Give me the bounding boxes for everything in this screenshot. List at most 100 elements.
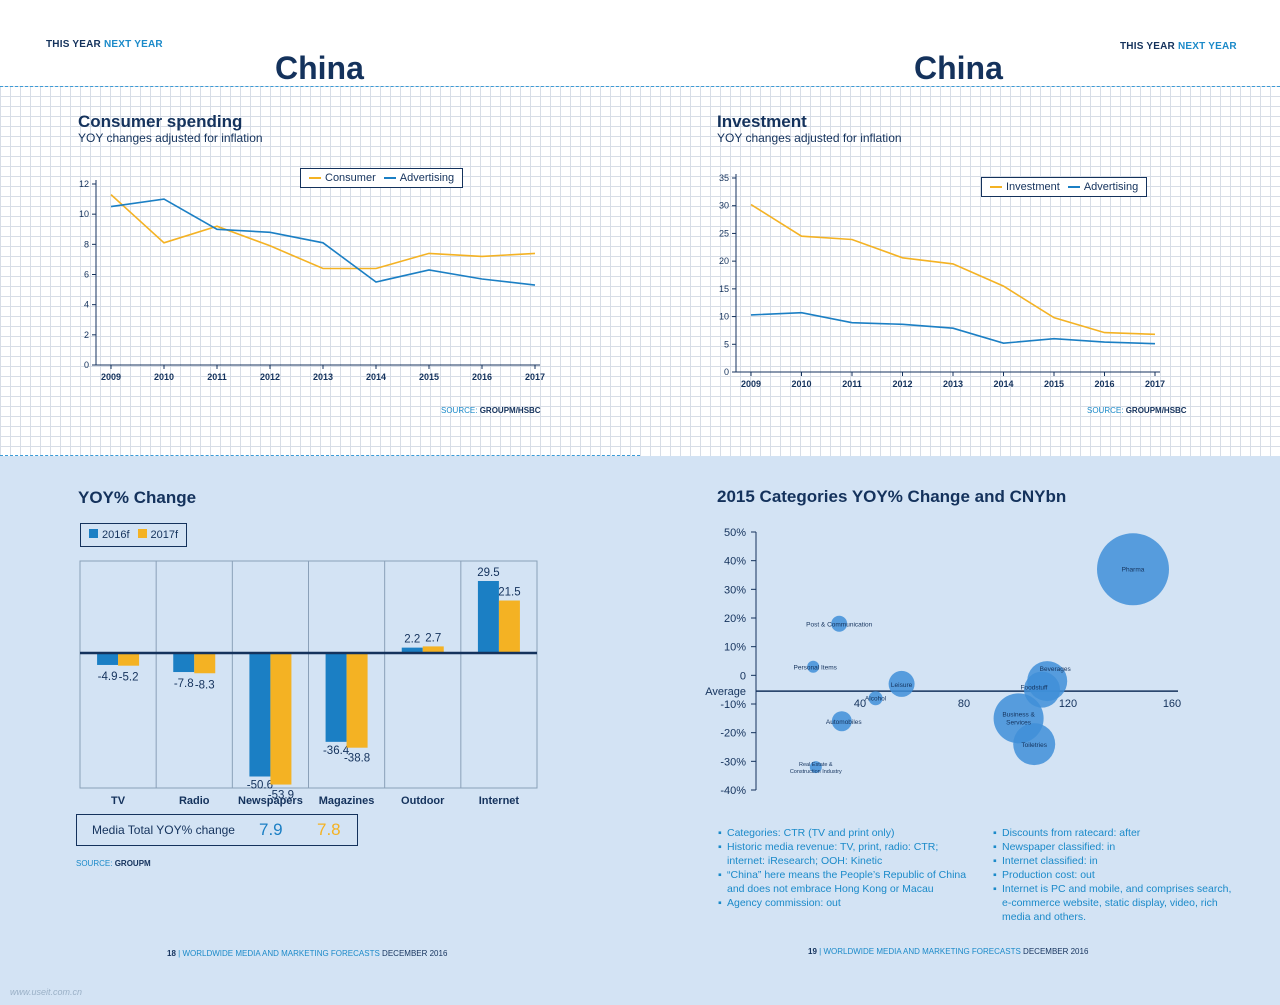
legend-item-advertising: Advertising: [1067, 181, 1139, 193]
data-label: -8.3: [195, 679, 215, 691]
category-label: Magazines: [319, 795, 375, 807]
data-label: -4.9: [98, 671, 118, 683]
y-tick-label: 0: [84, 360, 89, 370]
bubble-label: Automobiles: [826, 719, 863, 726]
y-tick-label: -20%: [720, 728, 746, 740]
x-tick-label: 2012: [892, 379, 912, 389]
x-tick-label: 2016: [1094, 379, 1114, 389]
bubble-label: Toiletries: [1021, 742, 1047, 749]
x-tick-label: 2010: [791, 379, 811, 389]
bubble: [809, 761, 822, 774]
source-value: GROUPM/HSBC: [1125, 406, 1187, 415]
legend-label: Advertising: [1083, 181, 1139, 193]
category-label: Newspapers: [238, 795, 303, 807]
consumer-chart-subtitle: YOY changes adjusted for inflation: [78, 131, 263, 145]
legend-label: 2016f: [102, 529, 130, 541]
bubble-label: Leisure: [891, 682, 913, 689]
page-number: 19: [808, 947, 817, 956]
data-label: 21.5: [498, 587, 520, 599]
investment-line-chart: 0 5 10 15 20 25 30 35 2009 2010 2011 2012 2013 2014 20…: [719, 173, 1165, 389]
note-item: Agency commission: out: [718, 896, 968, 910]
investment-chart-title: Investment: [717, 112, 807, 131]
x-tick-label: 2015: [419, 372, 439, 382]
x-tick-label: 2009: [741, 379, 761, 389]
yoy-chart-title: YOY% Change: [78, 488, 197, 507]
legend-item-consumer: Consumer: [309, 172, 376, 184]
bar-2016f: [477, 581, 499, 653]
x-tick-label: 40: [854, 698, 866, 710]
y-tick-label: 10: [719, 312, 729, 322]
category-label: Radio: [179, 795, 210, 807]
note-item: Internet is PC and mobile, and comprises…: [993, 882, 1233, 924]
note-item: Discounts from ratecard: after: [993, 826, 1233, 840]
y-tick-label: 20%: [724, 613, 746, 625]
x-tick-label: 2010: [154, 372, 174, 382]
country-title-right: China: [914, 50, 1003, 86]
publication-date: DECEMBER 2016: [382, 949, 448, 958]
legend-label: Consumer: [325, 172, 376, 184]
y-tick-label: 10%: [724, 642, 746, 654]
note-item: Production cost: out: [993, 868, 1233, 882]
legend-item-2017f: 2017f: [137, 529, 179, 541]
bar-2016f: [325, 653, 347, 742]
legend-label: Investment: [1006, 181, 1060, 193]
data-label: -7.8: [174, 678, 194, 690]
legend-swatch: [383, 177, 396, 180]
category-label: TV: [111, 795, 126, 807]
notes-right: Discounts from ratecard: after Newspaper…: [993, 826, 1233, 924]
bubble-label: Post & Communication: [806, 622, 872, 629]
x-tick-label: 2014: [366, 372, 386, 382]
source-value: GROUPM/HSBC: [479, 406, 541, 415]
category-label: Internet: [479, 795, 520, 807]
watermark: www.useit.com.cn: [10, 987, 83, 997]
country-title-left: China: [275, 50, 364, 86]
x-tick-label: 2017: [1145, 379, 1165, 389]
bubble-chart: 50% 40% 30% 20% 10% 0 -10% -20% -30% -40% Average 4…: [705, 527, 1181, 797]
media-total-2017: 7.8: [317, 820, 341, 839]
category-label: Outdoor: [401, 795, 445, 807]
x-tick-label: 2017: [525, 372, 545, 382]
x-tick-label: 2012: [260, 372, 280, 382]
consumer-legend: Consumer Advertising: [300, 168, 464, 188]
publication-name: WORLDWIDE MEDIA AND MARKETING FORECASTS: [823, 947, 1021, 956]
y-tick-label: 2: [84, 330, 89, 340]
legend-label: 2017f: [150, 529, 179, 541]
source-label: SOURCE:: [1087, 406, 1124, 415]
x-tick-label: 2013: [943, 379, 963, 389]
investment-legend: Investment Advertising: [981, 177, 1148, 197]
year-tag-right: THIS YEAR NEXT YEAR: [1120, 41, 1237, 52]
x-tick-label: 2009: [101, 372, 121, 382]
y-tick-label: 10: [79, 209, 89, 219]
footer-left: 18 | WORLDWIDE MEDIA AND MARKETING FOREC…: [167, 949, 447, 958]
footer-right: 19 | WORLDWIDE MEDIA AND MARKETING FOREC…: [808, 947, 1088, 956]
legend-swatch: [1067, 186, 1080, 189]
bubble: [831, 615, 848, 632]
bar-2016f: [173, 653, 195, 673]
bubble-label: Alcohol: [865, 695, 887, 702]
note-item: Historic media revenue: TV, print, radio…: [718, 840, 968, 868]
bubble-label: Services: [1006, 719, 1032, 726]
bubble-label: Pharma: [1122, 566, 1145, 573]
media-total-box: Media Total YOY% change 7.9 7.8: [76, 814, 358, 846]
average-label: Average: [705, 686, 746, 698]
y-tick-label: 4: [84, 300, 89, 310]
x-tick-label: 160: [1163, 698, 1181, 710]
data-label: 29.5: [477, 567, 499, 579]
bubble-label: Personal Items: [794, 665, 838, 672]
bubble-chart-title: 2015 Categories YOY% Change and CNYbn: [717, 487, 1067, 506]
footer-separator: |: [178, 949, 181, 958]
y-tick-label: 25: [719, 228, 729, 238]
bar-2016f: [249, 653, 271, 777]
bubble-label: Real Estate &: [799, 762, 833, 768]
yoy-source: SOURCE: GROUPM: [76, 859, 151, 868]
bar-2017f: [194, 653, 216, 674]
y-tick-label: 30: [719, 201, 729, 211]
data-label: -53.9: [268, 790, 294, 802]
x-tick-label: 2015: [1044, 379, 1064, 389]
bar-2017f: [270, 653, 292, 785]
year-tag-left: THIS YEAR NEXT YEAR: [46, 39, 163, 50]
x-tick-label: 80: [958, 698, 970, 710]
y-tick-label: 20: [719, 256, 729, 266]
source-label: SOURCE:: [441, 406, 478, 415]
y-tick-label: 8: [84, 239, 89, 249]
